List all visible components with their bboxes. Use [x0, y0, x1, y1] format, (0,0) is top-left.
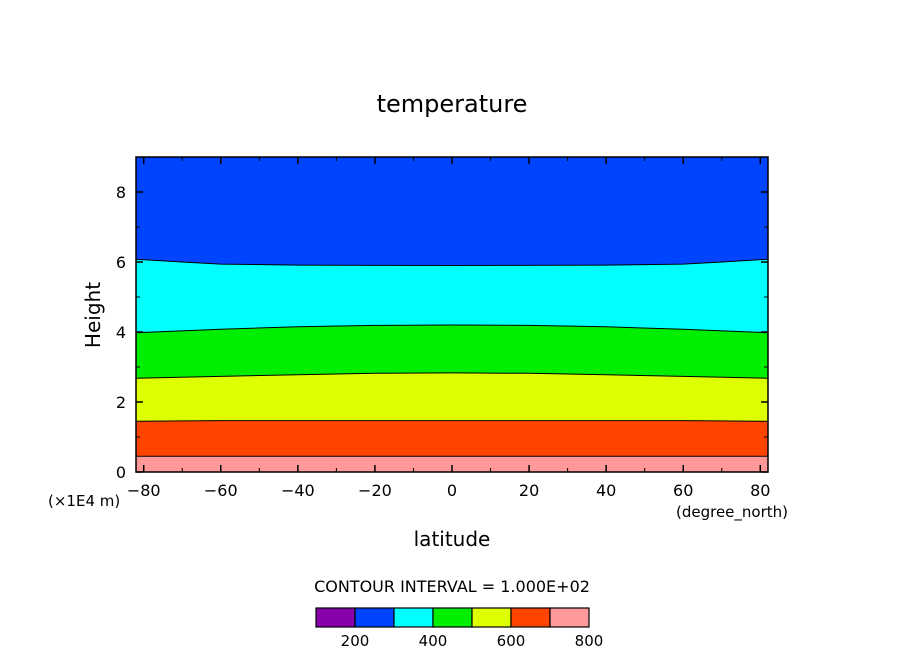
legend-label: 600	[497, 632, 526, 650]
contour-band	[136, 420, 768, 457]
contour-band	[136, 259, 768, 333]
y-axis-label: Height	[81, 282, 105, 348]
contour-band	[136, 325, 768, 379]
chart-title: temperature	[377, 90, 528, 118]
x-axis-label: latitude	[414, 527, 491, 551]
x-axis-ticks: −80 −60 −40 −20 0 20 40 60 80	[127, 157, 770, 500]
legend-swatch	[510, 607, 551, 628]
contour-band	[136, 456, 768, 472]
contour-fills	[136, 157, 768, 472]
contour-line	[135, 324, 769, 334]
x-tick-label: 0	[447, 481, 457, 500]
x-axis-units: (degree_north)	[676, 503, 788, 522]
x-tick-label: 80	[750, 481, 770, 500]
legend-label: 200	[341, 632, 370, 650]
y-tick-label: 8	[116, 183, 126, 202]
x-tick-label: −40	[281, 481, 315, 500]
x-tick-label: −20	[358, 481, 392, 500]
legend-swatch	[393, 607, 434, 628]
contour-band	[136, 157, 768, 266]
y-tick-label: 6	[116, 253, 126, 272]
contour-line	[135, 258, 769, 267]
legend-label: 400	[419, 632, 448, 650]
x-tick-label: 60	[673, 481, 693, 500]
contour-line	[135, 420, 769, 422]
y-axis-units: (×1E4 m)	[48, 492, 120, 510]
contour-interval-text: CONTOUR INTERVAL = 1.000E+02	[314, 577, 590, 596]
legend-swatch	[471, 607, 512, 628]
legend-swatch	[354, 607, 395, 628]
legend-swatch	[432, 607, 473, 628]
legend-swatch	[315, 607, 356, 628]
contour-line	[135, 372, 769, 379]
y-tick-label: 0	[116, 463, 126, 482]
contour-band	[136, 372, 768, 422]
x-tick-label: 20	[519, 481, 539, 500]
x-tick-label: 40	[596, 481, 616, 500]
x-tick-label: −60	[204, 481, 238, 500]
legend-label: 800	[575, 632, 604, 650]
x-tick-label: −80	[127, 481, 161, 500]
y-tick-label: 2	[116, 393, 126, 412]
y-axis-ticks: 0 2 4 6 8	[116, 156, 768, 482]
color-legend: 200 400 600 800	[315, 607, 604, 650]
legend-swatch	[549, 607, 590, 628]
contour-lines	[135, 258, 769, 457]
y-tick-label: 4	[116, 323, 126, 342]
